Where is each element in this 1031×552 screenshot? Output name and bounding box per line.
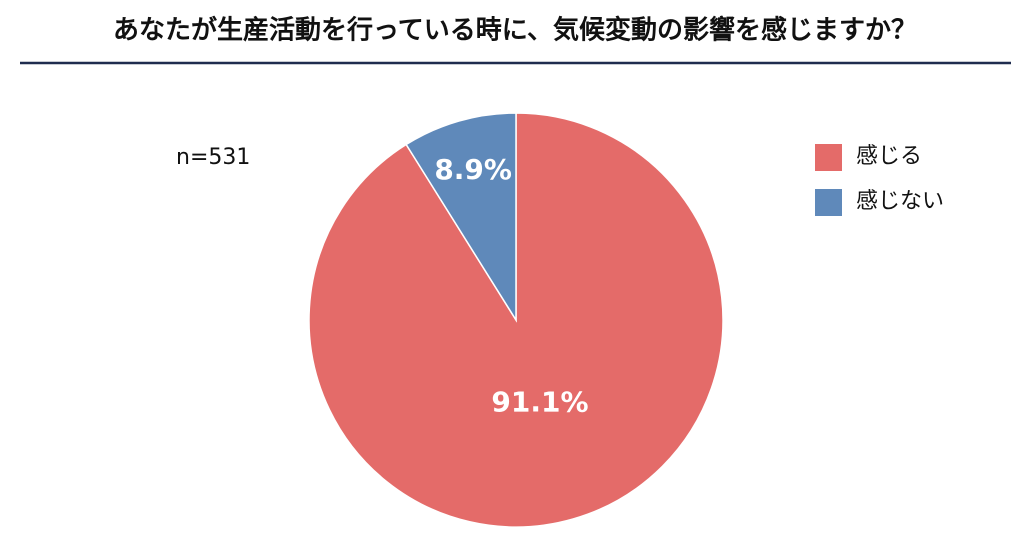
- chart-title: あなたが生産活動を行っている時に、気候変動の影響を感じますか？: [113, 15, 917, 46]
- sample-note: n=531: [176, 145, 250, 170]
- legend-label: 感じる: [856, 144, 922, 169]
- legend-swatch: [815, 144, 842, 171]
- value-label: 91.1%: [491, 386, 588, 419]
- legend-label: 感じない: [856, 189, 944, 214]
- value-label: 8.9%: [434, 153, 512, 186]
- legend-swatch: [815, 189, 842, 216]
- pie-slice: [405, 112, 517, 323]
